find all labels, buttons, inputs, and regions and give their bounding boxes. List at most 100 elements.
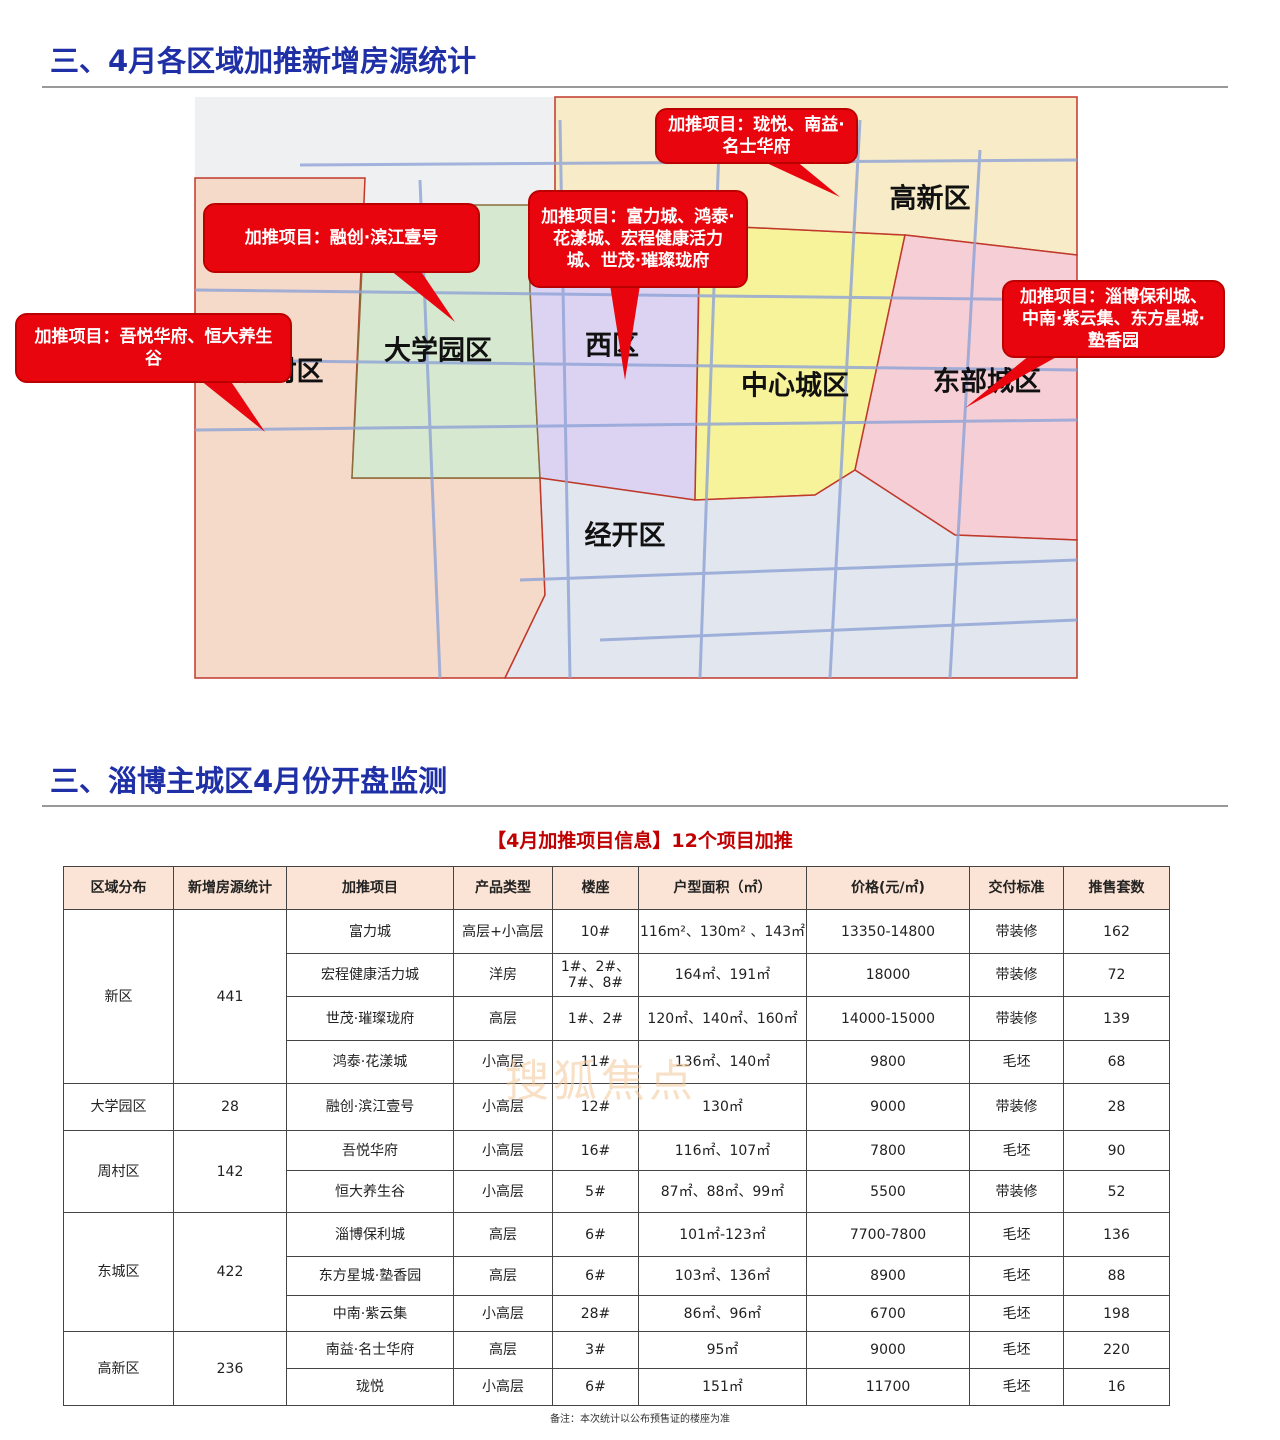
table-cell: 16 [1063, 1368, 1170, 1406]
table-cell: 鸿泰·花漾城 [286, 1040, 454, 1084]
table-cell: 吾悦华府 [286, 1130, 454, 1171]
table-cell: 101㎡-123㎡ [638, 1212, 807, 1257]
table-cell: 6# [552, 1212, 639, 1257]
table-cell: 18000 [806, 953, 970, 997]
count-cell: 441 [173, 909, 287, 1084]
table-cell: 带装修 [969, 1170, 1064, 1213]
table-cell: 6# [552, 1256, 639, 1296]
table-cell: 毛坯 [969, 1295, 1064, 1332]
table-cell: 116m²、130m² 、143㎡ [638, 909, 807, 954]
table-caption: 【4月加推项目信息】12个项目加推 [487, 830, 793, 852]
count-cell: 28 [173, 1083, 287, 1131]
table-cell: 90 [1063, 1130, 1170, 1171]
table-cell: 富力城 [286, 909, 454, 954]
district-label: 大学园区 [384, 335, 492, 367]
table-cell: 高层 [453, 1212, 553, 1257]
table-cell: 7700-7800 [806, 1212, 970, 1257]
footnote: 备注：本次统计以公布预售证的楼座为准 [550, 1414, 730, 1425]
data-table: 区域分布 新增房源统计 加推项目 产品类型 楼座 户型面积（㎡） 价格(元/㎡) 交付标准 推售… [63, 866, 1170, 1406]
callout: 加推项目：珑悦、南益·名士华府 [655, 108, 858, 164]
table-row: 东城区 422 淄博保利城 高层 6# 101㎡-123㎡ 7700-7800 毛坯 136 [63, 1212, 1170, 1332]
table-cell: 5500 [806, 1170, 970, 1213]
table-cell: 带装修 [969, 996, 1064, 1041]
table-cell: 88 [1063, 1256, 1170, 1296]
table-cell: 139 [1063, 996, 1170, 1041]
table-cell: 95㎡ [638, 1331, 807, 1369]
table-cell: 1#、2#、7#、8# [552, 953, 639, 997]
table-cell: 151㎡ [638, 1368, 807, 1406]
table-cell: 高层 [453, 996, 553, 1041]
district-cell: 大学园区 [63, 1083, 174, 1131]
table-cell: 9000 [806, 1331, 970, 1369]
district-cell: 周村区 [63, 1130, 174, 1213]
table-cell: 高层 [453, 1331, 553, 1369]
callout-tail [390, 270, 455, 322]
table-cell: 带装修 [969, 1083, 1064, 1131]
table-cell: 164㎡、191㎡ [638, 953, 807, 997]
table-cell: 5# [552, 1170, 639, 1213]
column-header: 交付标准 [969, 866, 1064, 910]
district-label: 经开区 [585, 520, 666, 552]
count-cell: 236 [173, 1331, 287, 1406]
table-cell: 小高层 [453, 1083, 553, 1131]
table-row: 中南·紫云集 小高层 28# 86㎡、96㎡ 6700 毛坯 198 [64, 1295, 1170, 1332]
table-cell: 120㎡、140㎡、160㎡ [638, 996, 807, 1041]
table-cell: 带装修 [969, 909, 1064, 954]
table-row: 宏程健康活力城 洋房 1#、2#、7#、8# 164㎡、191㎡ 18000 带装修 72 [64, 953, 1170, 997]
table-cell: 1#、2# [552, 996, 639, 1041]
table-cell: 136 [1063, 1212, 1170, 1257]
callout: 加推项目：融创·滨江壹号 [203, 203, 480, 273]
section-title: 三、淄博主城区4月份开盘监测 [50, 764, 448, 798]
table-cell: 9800 [806, 1040, 970, 1084]
table-cell: 南益·名士华府 [286, 1331, 454, 1369]
section-title: 三、4月各区域加推新增房源统计 [50, 44, 477, 78]
count-cell: 142 [173, 1130, 287, 1213]
table-cell: 86㎡、96㎡ [638, 1295, 807, 1332]
table-cell: 6# [552, 1368, 639, 1406]
table-cell: 毛坯 [969, 1212, 1064, 1257]
district-cell: 东城区 [63, 1212, 174, 1332]
callout-tail [965, 355, 1060, 408]
table-row: 恒大养生谷 小高层 5# 87㎡、88㎡、99㎡ 5500 带装修 52 [64, 1170, 1170, 1213]
table-cell: 小高层 [453, 1368, 553, 1406]
table-cell: 小高层 [453, 1040, 553, 1084]
table-cell: 16# [552, 1130, 639, 1171]
table-cell: 11700 [806, 1368, 970, 1406]
column-header: 价格(元/㎡) [806, 866, 970, 910]
table-row: 周村区 142 吾悦华府 小高层 16# 116㎡、107㎡ 7800 毛坯 90 [63, 1130, 1170, 1213]
table-cell: 116㎡、107㎡ [638, 1130, 807, 1171]
table-cell: 28# [552, 1295, 639, 1332]
table-cell: 11# [552, 1040, 639, 1084]
table-cell: 28 [1063, 1083, 1170, 1131]
district-cell: 高新区 [63, 1331, 174, 1406]
table-cell: 8900 [806, 1256, 970, 1296]
table-cell: 毛坯 [969, 1256, 1064, 1296]
table-cell: 融创·滨江壹号 [286, 1083, 454, 1131]
table-cell: 中南·紫云集 [286, 1295, 454, 1332]
table-cell: 宏程健康活力城 [286, 953, 454, 997]
table-cell: 毛坯 [969, 1331, 1064, 1369]
column-header: 产品类型 [453, 866, 553, 910]
district-label: 高新区 [890, 183, 971, 215]
table-cell: 130㎡ [638, 1083, 807, 1131]
table-cell: 珑悦 [286, 1368, 454, 1406]
district-label: 中心城区 [741, 371, 849, 402]
table-cell: 毛坯 [969, 1130, 1064, 1171]
table-cell: 带装修 [969, 953, 1064, 997]
table-cell: 高层+小高层 [453, 909, 553, 954]
table-cell: 52 [1063, 1170, 1170, 1213]
table-cell: 东方星城·塾香园 [286, 1256, 454, 1296]
table-cell: 13350-14800 [806, 909, 970, 954]
callout-tail [200, 380, 265, 432]
table-cell: 恒大养生谷 [286, 1170, 454, 1213]
table-cell: 14000-15000 [806, 996, 970, 1041]
table-cell: 103㎡、136㎡ [638, 1256, 807, 1296]
table-cell: 6700 [806, 1295, 970, 1332]
table-cell: 162 [1063, 909, 1170, 954]
district-cell: 新区 [63, 909, 174, 1084]
header-row: 区域分布 新增房源统计 加推项目 产品类型 楼座 户型面积（㎡） 价格(元/㎡) 交付标准 推售… [63, 866, 1170, 910]
column-header: 户型面积（㎡） [638, 866, 807, 910]
table-row: 东方星城·塾香园 高层 6# 103㎡、136㎡ 8900 毛坯 88 [64, 1256, 1170, 1296]
table-cell: 小高层 [453, 1130, 553, 1171]
